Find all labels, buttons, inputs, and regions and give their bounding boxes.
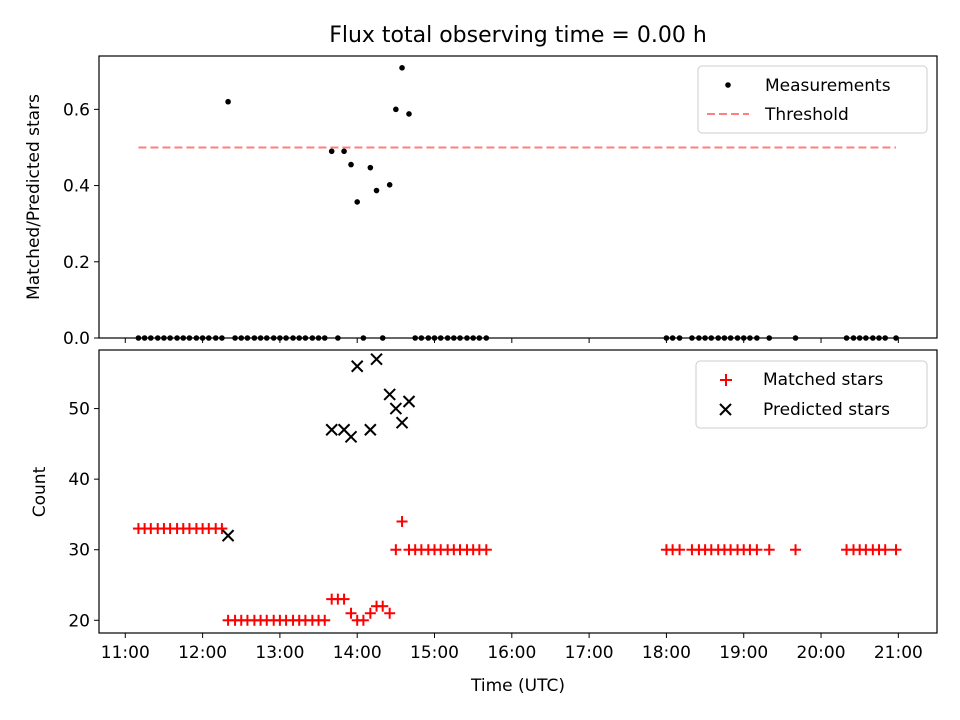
bottom-panel-ticks: 20 30 40 50 11:00 12:00 13:00 14:00 15:00 16:00 17… xyxy=(68,400,922,663)
predicted-star-point xyxy=(221,529,235,542)
x-tick-label: 19:00 xyxy=(719,643,768,663)
matched-star-point xyxy=(338,593,350,605)
measurement-point xyxy=(399,65,405,71)
predicted-star-point xyxy=(344,430,358,444)
measurement-point xyxy=(373,187,380,194)
top-panel: Flux total observing time = 0.00 h 0.00.… xyxy=(24,23,938,349)
predicted-star-point xyxy=(402,395,416,408)
top-y-tick-label: 0.6 xyxy=(63,100,90,120)
x-tick-label: 16:00 xyxy=(487,643,536,663)
matched-star-point xyxy=(364,607,376,619)
measurement-point xyxy=(406,111,412,117)
matched-star-point xyxy=(357,614,369,626)
matched-star-point xyxy=(319,614,331,626)
measurement-point xyxy=(386,182,393,188)
top-panel-frame xyxy=(98,55,938,339)
top-legend: Measurements Threshold xyxy=(697,65,928,134)
x-tick-label: 13:00 xyxy=(255,643,304,663)
x-tick-label: 20:00 xyxy=(797,643,846,663)
top-y-axis-label: Matched/Predicted stars xyxy=(24,94,44,300)
predicted-star-point xyxy=(364,423,377,436)
x-tick-label: 12:00 xyxy=(178,643,227,663)
bottom-panel-frame xyxy=(98,349,938,634)
matched-star-point xyxy=(763,544,775,556)
legend-predicted-marker xyxy=(719,403,732,416)
legend-matched-marker xyxy=(720,374,732,386)
predicted-star-point xyxy=(350,360,364,373)
x-tick-label: 15:00 xyxy=(410,643,459,663)
matched-star-point xyxy=(890,544,902,556)
matched-star-point xyxy=(345,607,357,619)
legend-predicted-label: Predicted stars xyxy=(763,400,890,420)
bottom-y-tick-label: 20 xyxy=(68,611,90,631)
legend-threshold-label: Threshold xyxy=(764,105,849,125)
matched-star-point xyxy=(790,544,802,556)
legend-measurements-label: Measurements xyxy=(765,76,891,96)
chart-title: Flux total observing time = 0.00 h xyxy=(329,23,707,48)
x-axis-label: Time (UTC) xyxy=(470,676,565,696)
bottom-y-tick-label: 50 xyxy=(68,400,90,420)
top-legend-box xyxy=(697,65,928,134)
x-tick-label: 11:00 xyxy=(101,643,150,663)
measurement-point xyxy=(354,199,361,205)
predicted-star-point xyxy=(389,402,403,415)
measurement-point xyxy=(225,98,231,105)
measurement-point xyxy=(328,148,335,155)
predicted-star-point xyxy=(370,352,383,366)
top-y-tick-label: 0.2 xyxy=(63,253,90,273)
bottom-y-tick-label: 30 xyxy=(68,541,90,561)
matched-star-point xyxy=(390,544,402,556)
matched-star-point xyxy=(396,515,408,527)
matched-star-point xyxy=(377,600,389,612)
measurement-point xyxy=(367,164,374,171)
top-y-tick-label: 0.0 xyxy=(63,329,90,349)
matched-star-point xyxy=(216,523,228,535)
matched-star-point xyxy=(674,544,686,556)
x-tick-label: 14:00 xyxy=(333,643,382,663)
predicted-star-point xyxy=(395,416,409,429)
bottom-legend: Matched stars Predicted stars xyxy=(695,360,928,429)
bottom-panel: 20 30 40 50 11:00 12:00 13:00 14:00 15:00 16:00 17… xyxy=(30,349,938,696)
bottom-y-tick-label: 40 xyxy=(68,470,90,490)
matched-star-point xyxy=(480,544,492,556)
top-y-tick-label: 0.4 xyxy=(63,177,90,197)
matched-star-point xyxy=(384,607,396,619)
measurement-point xyxy=(341,148,347,155)
bottom-panel-marks xyxy=(132,352,902,626)
x-tick-label: 18:00 xyxy=(642,643,691,663)
bottom-legend-box xyxy=(695,360,928,429)
bottom-y-axis-label: Count xyxy=(30,466,50,517)
measurement-point xyxy=(393,106,399,113)
measurement-point xyxy=(348,161,354,168)
legend-measurements-marker xyxy=(725,82,731,88)
matched-star-point xyxy=(751,544,763,556)
legend-matched-label: Matched stars xyxy=(763,370,883,390)
x-tick-label: 17:00 xyxy=(565,643,614,663)
x-tick-label: 21:00 xyxy=(874,643,923,663)
predicted-star-point xyxy=(383,388,396,401)
matched-star-point xyxy=(879,544,891,556)
top-panel-ticks: 0.0 0.2 0.4 0.6 xyxy=(63,100,899,349)
predicted-star-point xyxy=(325,423,338,436)
